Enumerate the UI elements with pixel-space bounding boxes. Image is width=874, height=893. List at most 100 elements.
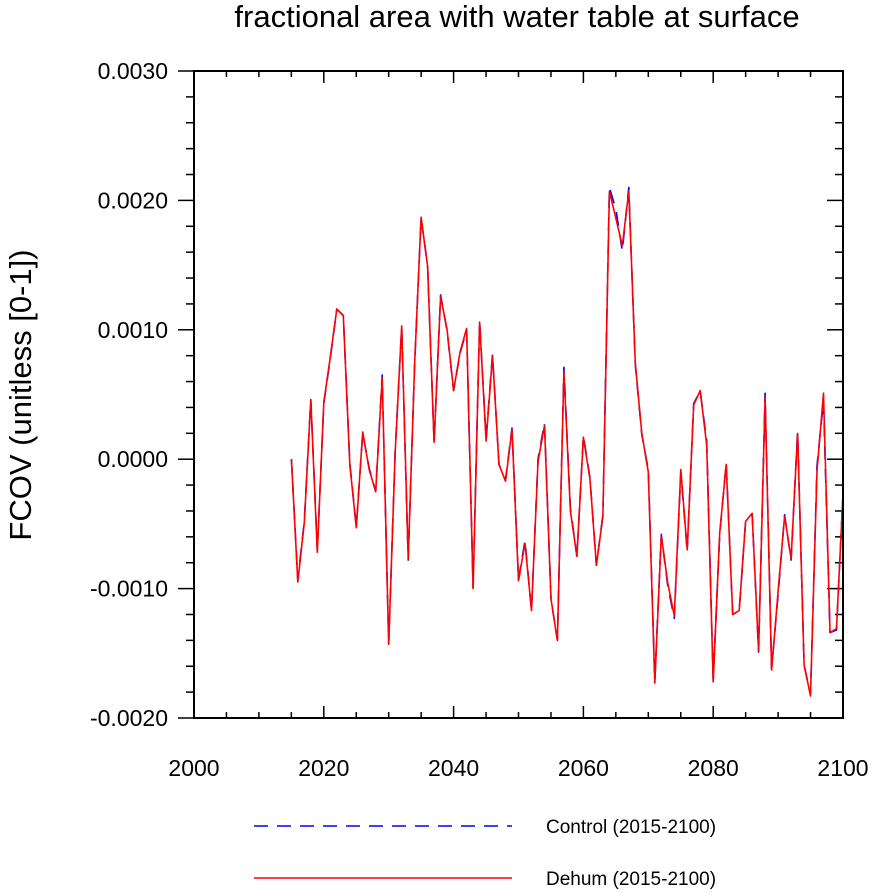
data-point-dehum-2015-2100	[661, 535, 662, 536]
data-point-dehum-2015-2100	[829, 632, 830, 633]
data-point-dehum-2015-2100	[531, 610, 532, 611]
data-point-dehum-2015-2100	[570, 510, 571, 511]
data-point-control-2015-2100	[687, 551, 688, 552]
data-point-dehum-2015-2100	[550, 598, 551, 599]
data-point-dehum-2015-2100	[654, 683, 655, 684]
data-point-dehum-2015-2100	[479, 321, 480, 322]
series-line-dehum-2015-2100	[290, 190, 844, 697]
data-point-control-2015-2100	[511, 428, 512, 429]
data-point-dehum-2015-2100	[369, 469, 370, 470]
chart-title: fractional area with water table at surf…	[234, 0, 799, 34]
data-point-dehum-2015-2100	[739, 610, 740, 611]
data-point-dehum-2015-2100	[804, 664, 805, 665]
data-point-dehum-2015-2100	[401, 325, 402, 326]
data-point-control-2015-2100	[544, 422, 545, 423]
legend-label: Dehum (2015-2100)	[546, 869, 716, 890]
data-point-dehum-2015-2100	[427, 266, 428, 267]
data-point-dehum-2015-2100	[713, 681, 714, 682]
data-point-dehum-2015-2100	[317, 552, 318, 553]
legend-label: Control (2015-2100)	[546, 817, 716, 838]
data-point-control-2015-2100	[492, 354, 493, 355]
data-point-control-2015-2100	[784, 514, 785, 515]
x-tick-label: 2020	[298, 755, 349, 781]
data-point-dehum-2015-2100	[719, 532, 720, 533]
data-point-dehum-2015-2100	[641, 433, 642, 434]
data-point-dehum-2015-2100	[304, 522, 305, 523]
data-point-control-2015-2100	[615, 209, 616, 210]
data-point-dehum-2015-2100	[375, 491, 376, 492]
data-point-dehum-2015-2100	[700, 390, 701, 391]
data-point-dehum-2015-2100	[447, 329, 448, 330]
data-point-dehum-2015-2100	[498, 464, 499, 465]
data-point-control-2015-2100	[628, 187, 629, 188]
x-tick-label: 2100	[817, 755, 868, 781]
data-point-dehum-2015-2100	[628, 191, 629, 192]
y-tick-label: 0.0020	[98, 187, 168, 213]
data-point-dehum-2015-2100	[310, 399, 311, 400]
data-point-dehum-2015-2100	[602, 516, 603, 517]
data-point-dehum-2015-2100	[680, 469, 681, 470]
data-point-dehum-2015-2100	[758, 650, 759, 651]
data-point-control-2015-2100	[563, 367, 564, 368]
data-point-dehum-2015-2100	[791, 558, 792, 559]
data-point-control-2015-2100	[382, 375, 383, 376]
data-point-dehum-2015-2100	[726, 464, 727, 465]
data-point-dehum-2015-2100	[797, 433, 798, 434]
data-point-dehum-2015-2100	[576, 556, 577, 557]
x-tick-label: 2060	[558, 755, 609, 781]
data-point-dehum-2015-2100	[414, 362, 415, 363]
data-point-dehum-2015-2100	[784, 516, 785, 517]
data-point-dehum-2015-2100	[810, 695, 811, 696]
data-point-dehum-2015-2100	[622, 245, 623, 246]
data-point-dehum-2015-2100	[505, 481, 506, 482]
data-point-dehum-2015-2100	[362, 431, 363, 432]
plot-frame	[193, 70, 844, 719]
data-point-dehum-2015-2100	[706, 444, 707, 445]
data-point-dehum-2015-2100	[765, 397, 766, 398]
data-point-control-2015-2100	[726, 463, 727, 464]
data-point-dehum-2015-2100	[421, 217, 422, 218]
data-point-dehum-2015-2100	[557, 640, 558, 641]
data-point-dehum-2015-2100	[330, 356, 331, 357]
data-point-control-2015-2100	[479, 320, 480, 321]
data-point-dehum-2015-2100	[343, 315, 344, 316]
data-point-dehum-2015-2100	[486, 441, 487, 442]
data-point-dehum-2015-2100	[732, 614, 733, 615]
data-point-dehum-2015-2100	[388, 644, 389, 645]
data-point-dehum-2015-2100	[693, 404, 694, 405]
data-point-dehum-2015-2100	[687, 549, 688, 550]
data-point-dehum-2015-2100	[816, 470, 817, 471]
x-tick-label: 2040	[428, 755, 479, 781]
x-tick-label: 2080	[688, 755, 739, 781]
data-point-dehum-2015-2100	[544, 425, 545, 426]
data-point-dehum-2015-2100	[492, 355, 493, 356]
data-point-control-2015-2100	[609, 187, 610, 188]
x-axis-ticks: 2000 2020 2040 2060 2080 2100	[168, 71, 869, 781]
y-tick-label: 0.0000	[98, 446, 168, 472]
data-point-dehum-2015-2100	[615, 218, 616, 219]
data-point-dehum-2015-2100	[511, 429, 512, 430]
y-tick-label: 0.0010	[98, 317, 168, 343]
data-point-dehum-2015-2100	[596, 565, 597, 566]
x-tick-label: 2000	[168, 755, 219, 781]
data-point-dehum-2015-2100	[453, 390, 454, 391]
data-point-dehum-2015-2100	[395, 451, 396, 452]
y-tick-label: 0.0030	[98, 58, 168, 84]
data-point-control-2015-2100	[791, 560, 792, 561]
data-point-dehum-2015-2100	[778, 591, 779, 592]
data-point-dehum-2015-2100	[382, 377, 383, 378]
data-point-dehum-2015-2100	[589, 478, 590, 479]
y-tick-label: -0.0020	[90, 705, 168, 731]
data-point-dehum-2015-2100	[408, 558, 409, 559]
y-axis-label: FCOV (unitless [0-1])	[3, 249, 38, 540]
data-point-control-2015-2100	[758, 651, 759, 652]
data-point-dehum-2015-2100	[323, 402, 324, 403]
data-point-dehum-2015-2100	[460, 351, 461, 352]
data-point-control-2015-2100	[583, 435, 584, 436]
data-point-dehum-2015-2100	[356, 527, 357, 528]
data-point-dehum-2015-2100	[635, 363, 636, 364]
series-layer	[290, 186, 844, 697]
data-point-dehum-2015-2100	[336, 309, 337, 310]
data-point-control-2015-2100	[765, 393, 766, 394]
